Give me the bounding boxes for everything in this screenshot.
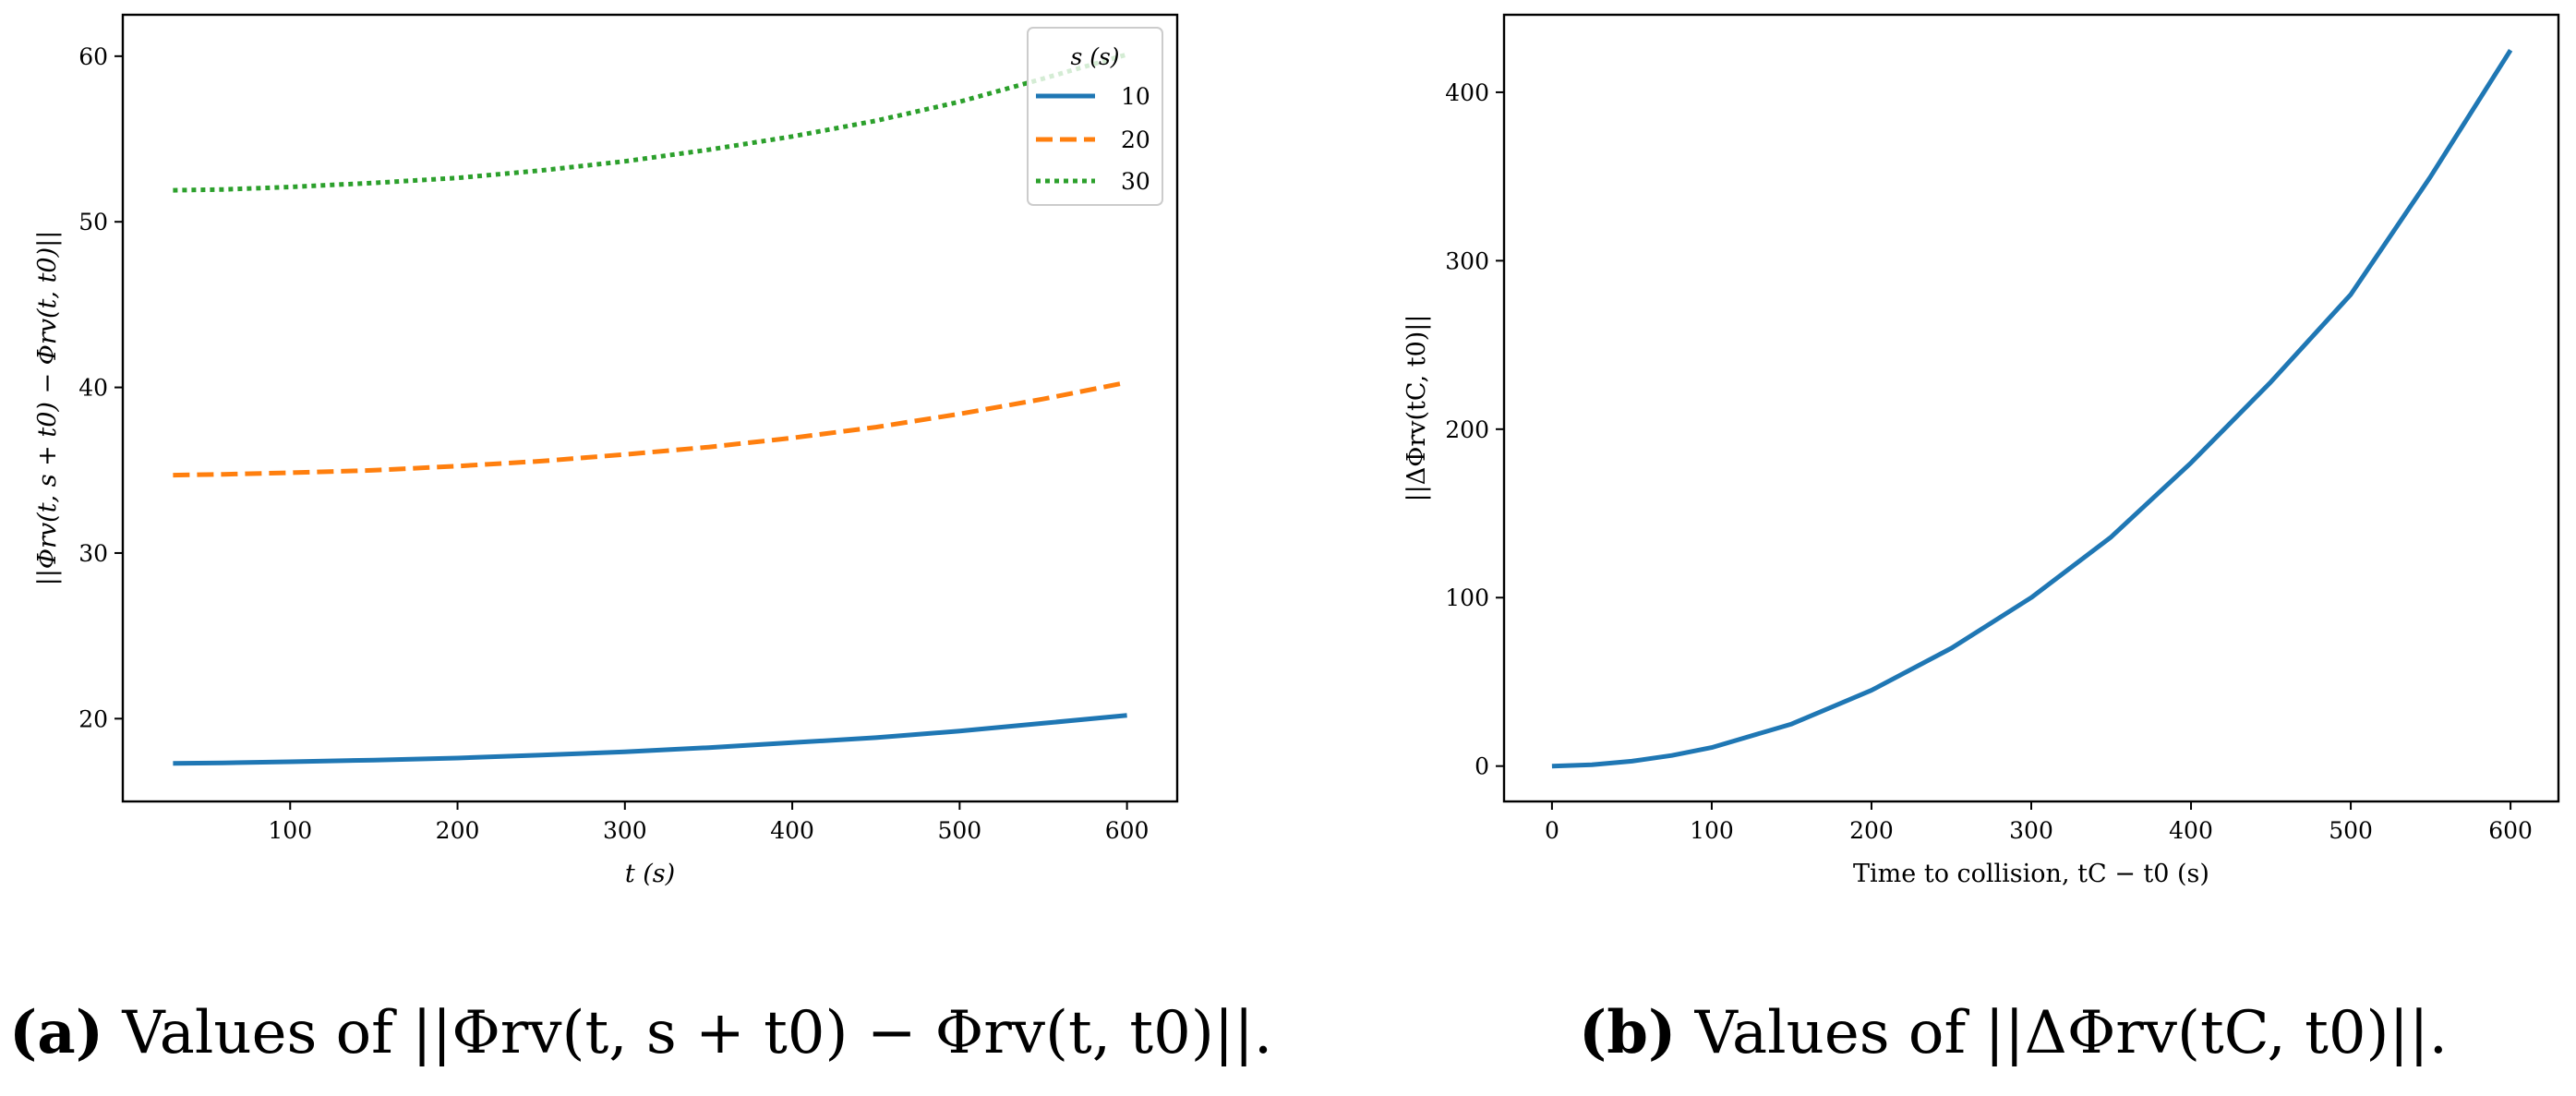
caption-b: (b) Values of ||ΔΦrv(tC, t0)||. xyxy=(1579,998,2448,1067)
chart-b: 0 100 200 300 400 500 600 0 100 200 300 400 Time t… xyxy=(1402,13,2560,1067)
caption-a-text: Values of ||Φrv(t, s + t0) − Φrv(t, t0)|… xyxy=(103,999,1272,1067)
caption-a: (a) Values of ||Φrv(t, s + t0) − Φrv(t, … xyxy=(9,998,1272,1067)
chart-a-lines xyxy=(173,52,1128,766)
y-tick-label: 40 xyxy=(78,375,108,402)
x-tick-label: 200 xyxy=(436,817,480,844)
x-tick-label: 100 xyxy=(268,817,312,844)
chart-b-ylabel: ||ΔΦrv(tC, t0)|| xyxy=(1402,315,1431,502)
chart-b-lines xyxy=(1551,48,2513,769)
chart-b-frame xyxy=(1502,13,2560,803)
chart-b-xlabel: Time to collision, tC − t0 (s) xyxy=(1853,860,2209,888)
x-tick-label: 500 xyxy=(2329,817,2373,844)
legend-entry-10: 10 xyxy=(1121,83,1150,110)
caption-b-label: (b) xyxy=(1579,998,1676,1067)
chart-a-ylabel: ||Φrv(t, s + t0) − Φrv(t, t0)|| xyxy=(33,231,62,586)
x-tick-label: 600 xyxy=(1105,817,1150,844)
series-line-30 xyxy=(173,52,1128,193)
chart-a: 100 200 300 400 500 600 20 30 40 50 60 t (s) ||Φr… xyxy=(9,13,1272,1067)
chart-a-xticks: 100 200 300 400 500 600 xyxy=(268,801,1149,844)
series-line-main xyxy=(1551,48,2513,769)
x-tick-label: 600 xyxy=(2488,817,2533,844)
y-tick-label: 20 xyxy=(78,705,108,732)
chart-a-xlabel: t (s) xyxy=(625,860,675,888)
legend-box xyxy=(1027,27,1163,206)
x-tick-label: 300 xyxy=(2009,817,2053,844)
x-tick-label: 400 xyxy=(770,817,814,844)
series-line-20 xyxy=(173,379,1128,478)
series-line-10 xyxy=(173,713,1127,766)
caption-b-text: Values of ||ΔΦrv(tC, t0)||. xyxy=(1676,999,2448,1067)
legend-title: s (s) xyxy=(1070,43,1119,70)
chart-a-legend: s (s) 10 20 30 xyxy=(1027,27,1163,206)
y-tick-label: 200 xyxy=(1445,416,1489,443)
legend-entry-20: 20 xyxy=(1121,126,1150,153)
chart-a-yticks: 20 30 40 50 60 xyxy=(78,43,123,732)
y-tick-label: 300 xyxy=(1445,247,1489,274)
y-tick-label: 30 xyxy=(78,540,108,567)
caption-a-label: (a) xyxy=(9,998,103,1067)
y-tick-label: 50 xyxy=(78,209,108,235)
x-tick-label: 400 xyxy=(2169,817,2213,844)
legend-entry-30: 30 xyxy=(1121,168,1150,195)
y-tick-label: 60 xyxy=(78,43,108,70)
x-tick-label: 500 xyxy=(937,817,981,844)
y-tick-label: 100 xyxy=(1445,584,1489,611)
x-tick-label: 100 xyxy=(1690,817,1734,844)
y-tick-label: 400 xyxy=(1445,79,1489,106)
chart-b-yticks: 0 100 200 300 400 xyxy=(1445,79,1504,780)
y-tick-label: 0 xyxy=(1475,753,1489,780)
x-tick-label: 200 xyxy=(1849,817,1894,844)
x-tick-label: 300 xyxy=(603,817,647,844)
x-tick-label: 0 xyxy=(1545,817,1559,844)
chart-a-frame xyxy=(121,13,1179,803)
chart-b-xticks: 0 100 200 300 400 500 600 xyxy=(1545,801,2533,844)
